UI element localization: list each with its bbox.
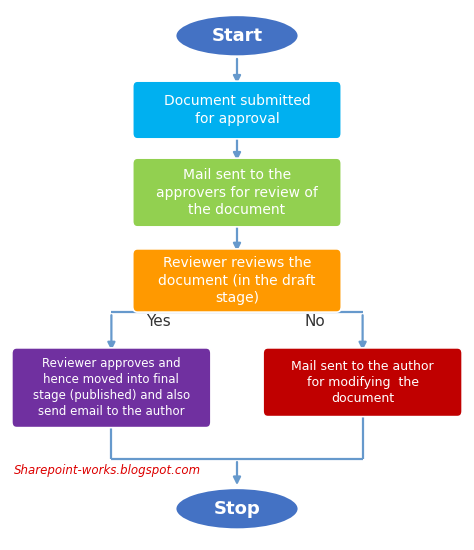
FancyBboxPatch shape [263, 348, 462, 417]
Text: No: No [305, 314, 326, 329]
Text: Sharepoint-works.blogspot.com: Sharepoint-works.blogspot.com [14, 464, 201, 477]
Text: Reviewer reviews the
document (in the draft
stage): Reviewer reviews the document (in the dr… [158, 256, 316, 305]
Text: Start: Start [211, 27, 263, 45]
Text: Reviewer approves and
hence moved into final
stage (published) and also
send ema: Reviewer approves and hence moved into f… [33, 358, 190, 418]
Ellipse shape [175, 15, 299, 57]
Text: Stop: Stop [214, 500, 260, 518]
Text: Yes: Yes [146, 314, 171, 329]
FancyBboxPatch shape [12, 348, 211, 428]
FancyBboxPatch shape [133, 249, 341, 312]
Ellipse shape [175, 488, 299, 529]
Text: Mail sent to the
approvers for review of
the document: Mail sent to the approvers for review of… [156, 168, 318, 217]
FancyBboxPatch shape [133, 81, 341, 139]
Text: Document submitted
for approval: Document submitted for approval [164, 95, 310, 125]
FancyBboxPatch shape [133, 158, 341, 227]
Text: Mail sent to the author
for modifying  the
document: Mail sent to the author for modifying th… [292, 360, 434, 405]
